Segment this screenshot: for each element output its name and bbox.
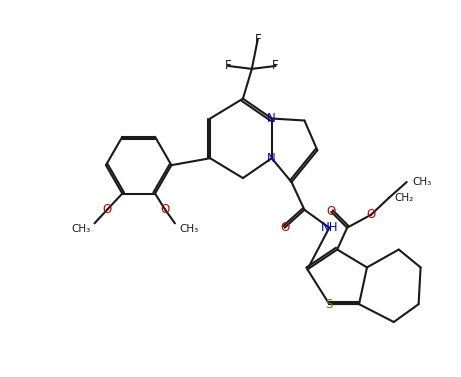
Text: O: O xyxy=(103,203,112,216)
Text: F: F xyxy=(272,60,279,72)
Text: O: O xyxy=(160,203,170,216)
Text: N: N xyxy=(267,152,276,165)
Text: O: O xyxy=(327,205,336,218)
Text: F: F xyxy=(225,60,231,72)
Text: CH₃: CH₃ xyxy=(71,224,90,234)
Text: CH₃: CH₃ xyxy=(413,177,432,187)
Text: O: O xyxy=(366,208,376,221)
Text: N: N xyxy=(267,112,276,125)
Text: O: O xyxy=(280,221,289,234)
Text: CH₂: CH₂ xyxy=(395,193,414,203)
Text: S: S xyxy=(325,298,333,311)
Text: F: F xyxy=(254,32,261,46)
Text: NH: NH xyxy=(320,221,338,234)
Text: CH₃: CH₃ xyxy=(179,224,198,234)
